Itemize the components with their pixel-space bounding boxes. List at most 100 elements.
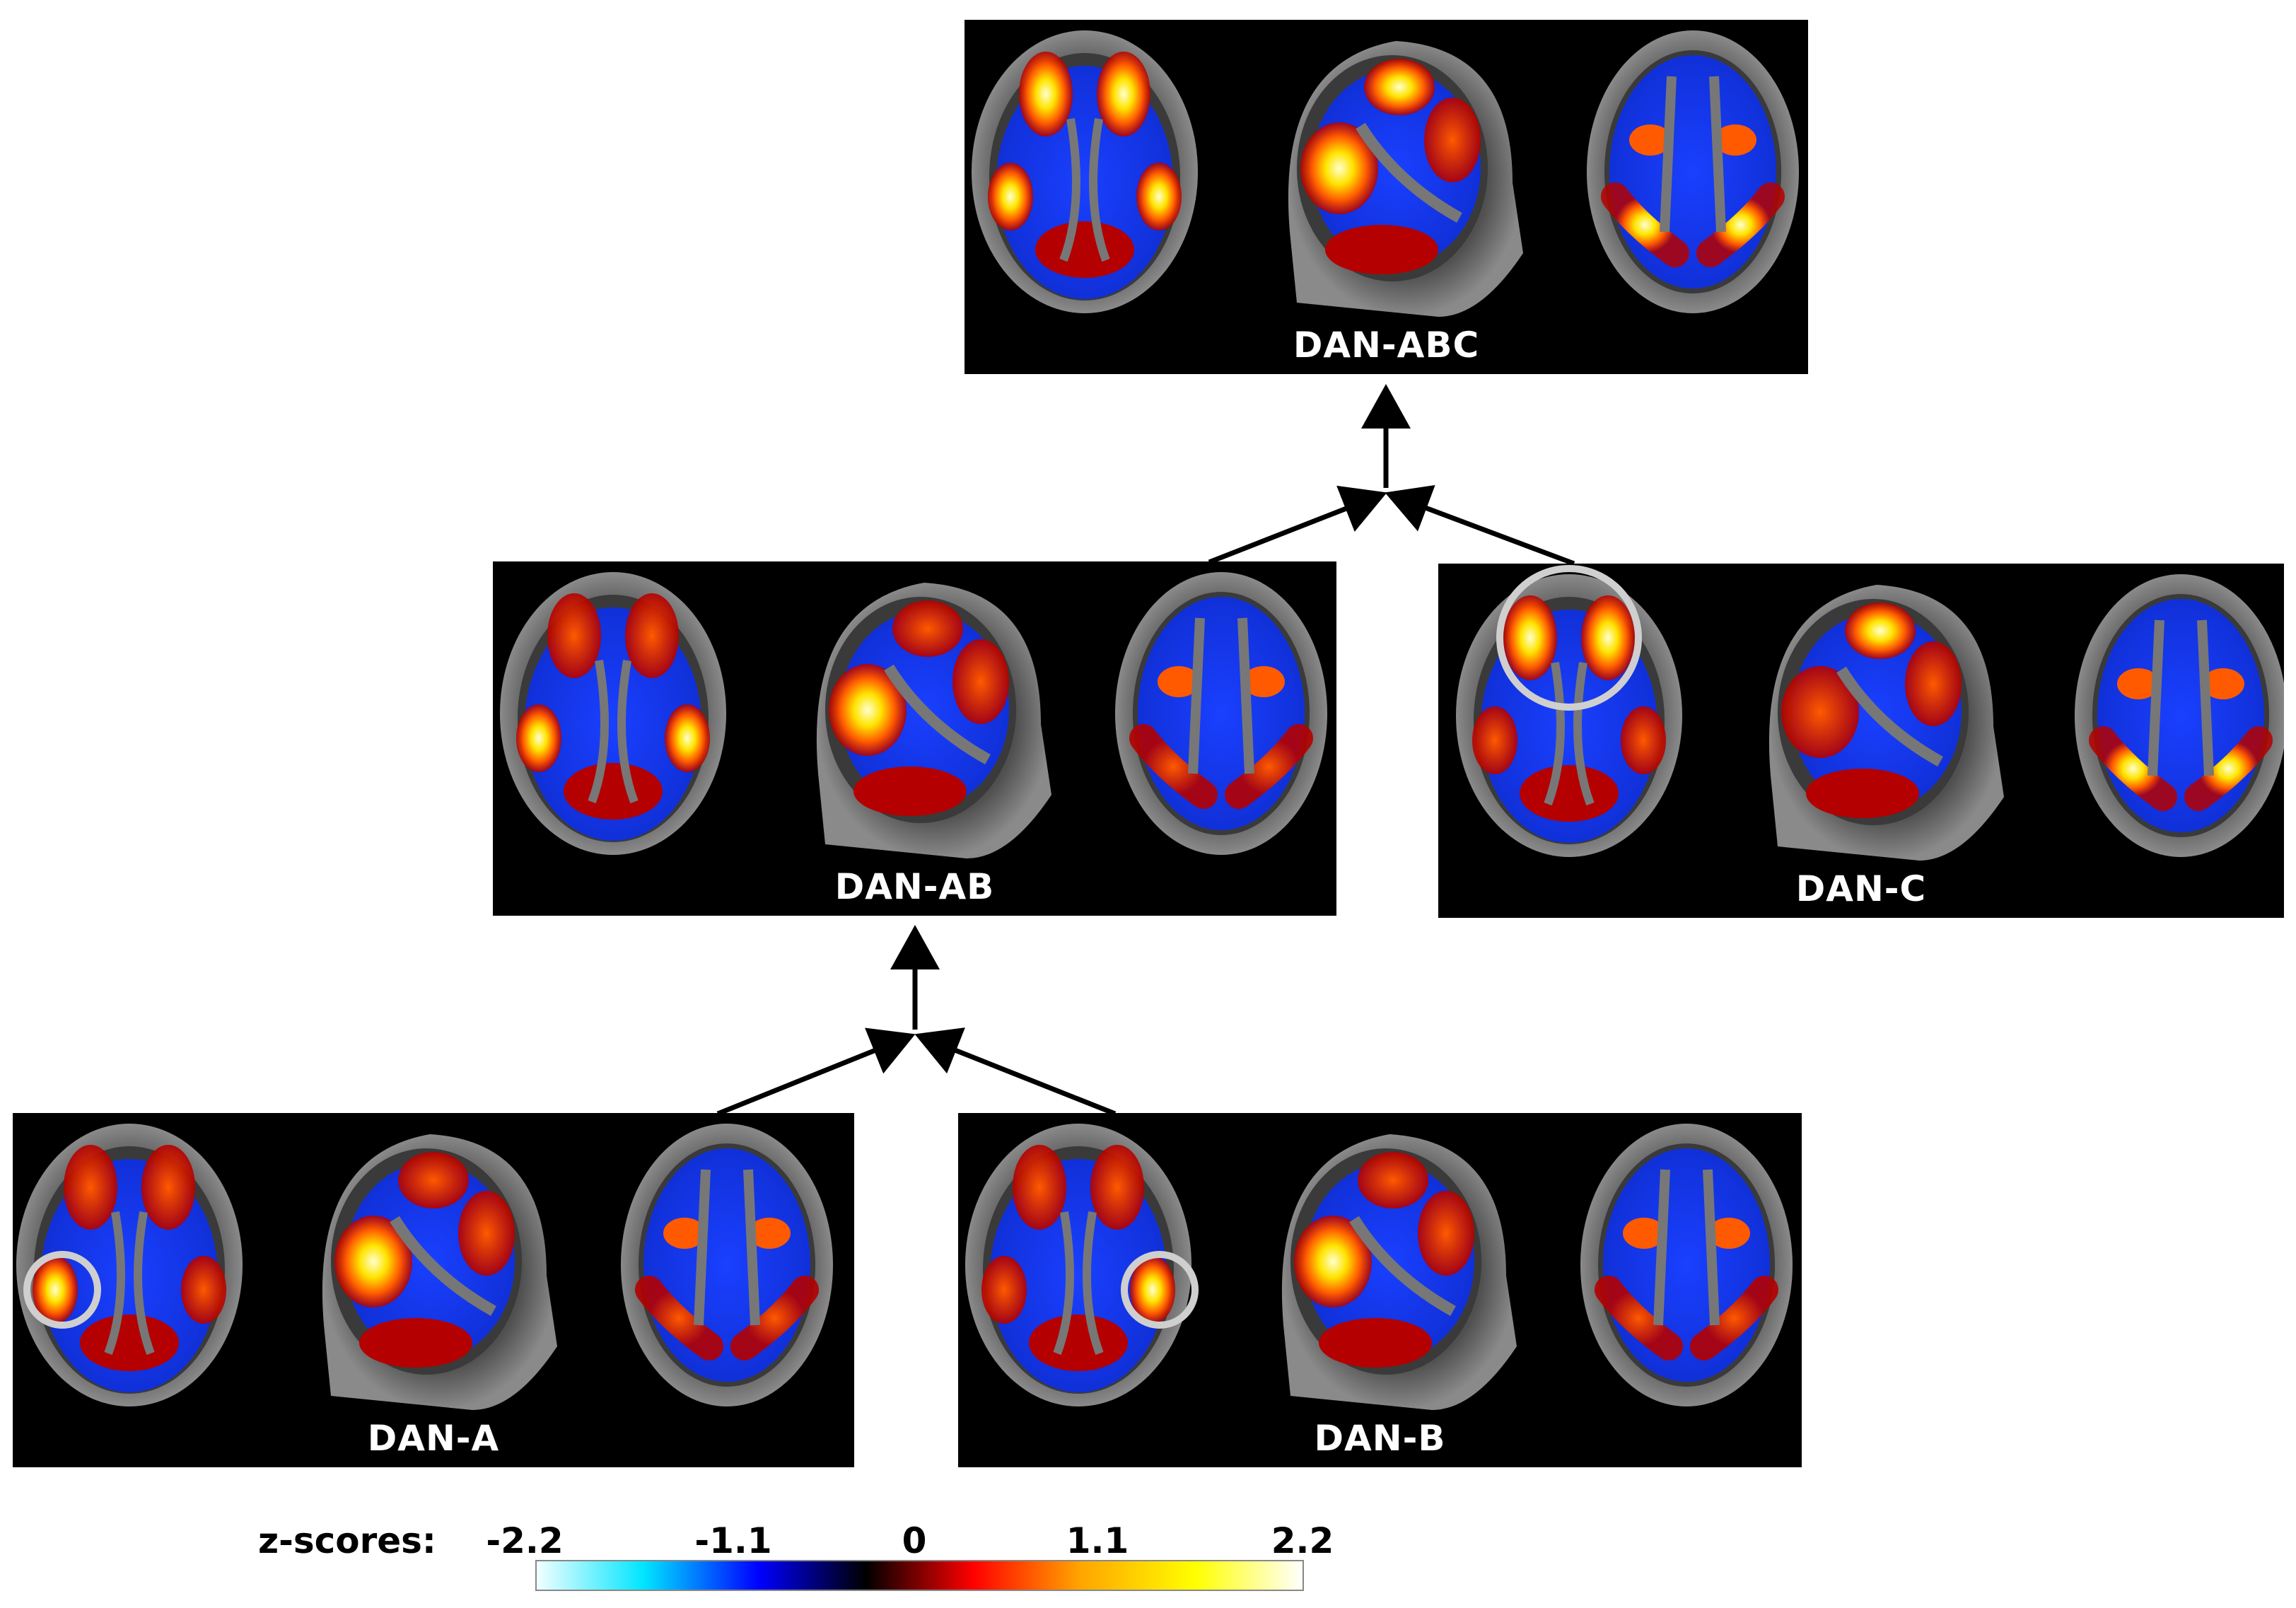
sagittal-slice xyxy=(1768,585,2004,861)
brain-slices xyxy=(500,572,1327,858)
negative-region xyxy=(1603,1148,1770,1382)
axial-slice xyxy=(1115,572,1327,855)
positive-region xyxy=(1595,1276,1683,1361)
white-matter xyxy=(694,1169,760,1326)
arrow-c-to-abc xyxy=(1385,484,1575,566)
white-matter xyxy=(1349,1216,1456,1316)
positive-region xyxy=(665,704,710,772)
positive-region xyxy=(1225,724,1313,809)
arrow-b-to-ab xyxy=(914,1027,1117,1117)
colorbar-tick: 2.2 xyxy=(1271,1520,1334,1561)
positive-region xyxy=(1130,1256,1175,1324)
white-matter xyxy=(2148,619,2214,776)
positive-region xyxy=(334,1216,412,1307)
sagittal-slice xyxy=(1288,41,1523,317)
axial-slice xyxy=(1580,1124,1793,1406)
positive-region xyxy=(2117,668,2160,699)
positive-region xyxy=(663,1218,706,1249)
positive-region xyxy=(2089,726,2177,811)
positive-region xyxy=(33,1256,78,1324)
positive-region xyxy=(1806,769,1919,818)
white-matter xyxy=(884,664,991,764)
colorbar-title: z-scores: xyxy=(258,1520,436,1561)
positive-region xyxy=(1845,602,1916,659)
positive-region xyxy=(2184,726,2273,811)
positive-region xyxy=(1424,98,1481,182)
positive-region xyxy=(1136,163,1182,231)
positive-region xyxy=(1581,595,1635,680)
white-matter xyxy=(1053,1211,1104,1356)
arrow-ab-to-abc xyxy=(1208,485,1387,565)
positive-region xyxy=(1129,724,1218,809)
axial-slice xyxy=(2075,574,2284,857)
axial-slice xyxy=(621,1124,833,1406)
colorbar-tick: 1.1 xyxy=(1066,1520,1129,1561)
white-matter xyxy=(1188,617,1254,774)
panel-label: DAN-B xyxy=(1314,1418,1446,1459)
positive-region xyxy=(1019,52,1073,136)
positive-region xyxy=(564,763,663,820)
brain-slices xyxy=(965,1124,1793,1410)
negative-region xyxy=(1609,55,1776,289)
panel-dan-a: DAN-A xyxy=(13,1113,854,1467)
white-matter xyxy=(1653,1169,1720,1326)
highlight-circle xyxy=(1496,565,1642,711)
positive-region xyxy=(730,1276,819,1361)
positive-region xyxy=(1300,122,1378,214)
white-matter xyxy=(104,1211,155,1356)
panel-label: DAN-AB xyxy=(834,866,995,907)
positive-region xyxy=(1418,1191,1474,1276)
colorbar-gradient xyxy=(535,1560,1304,1591)
panel-label: DAN-C xyxy=(1795,868,1927,909)
positive-region xyxy=(1325,225,1438,274)
positive-region xyxy=(1097,52,1150,136)
positive-region xyxy=(1621,706,1666,774)
panel-label: DAN-A xyxy=(367,1418,500,1459)
positive-region xyxy=(141,1145,195,1230)
panel-dan-b: DAN-B xyxy=(958,1113,1802,1467)
colorbar-tick: -2.2 xyxy=(486,1520,564,1561)
brain-slices xyxy=(972,30,1799,317)
coronal-slice xyxy=(1456,574,1682,857)
positive-region xyxy=(892,600,963,657)
positive-region xyxy=(988,163,1033,231)
positive-region xyxy=(1364,59,1435,115)
coronal-slice xyxy=(965,1124,1191,1406)
positive-region xyxy=(1690,1276,1778,1361)
positive-region xyxy=(748,1218,791,1249)
coronal-slice xyxy=(972,30,1198,313)
brain-slices xyxy=(16,1124,833,1410)
sagittal-slice xyxy=(816,583,1051,858)
highlight-circle xyxy=(1121,1251,1199,1329)
positive-region xyxy=(359,1318,472,1368)
panel-label: DAN-ABC xyxy=(1293,325,1480,366)
positive-region xyxy=(1708,1218,1750,1249)
positive-region xyxy=(2202,668,2244,699)
positive-region xyxy=(1781,666,1859,758)
positive-region xyxy=(1696,182,1785,267)
white-matter xyxy=(1356,122,1462,223)
colorbar-tick: -1.1 xyxy=(694,1520,772,1561)
positive-region xyxy=(1035,221,1134,278)
negative-region xyxy=(2097,599,2264,832)
positive-region xyxy=(635,1276,723,1361)
white-matter xyxy=(588,660,639,804)
colorbar-tick: 0 xyxy=(902,1520,927,1561)
panel-dan-ab: DAN-AB xyxy=(493,561,1336,916)
positive-region xyxy=(952,639,1009,724)
white-matter xyxy=(1544,662,1595,806)
highlight-circle xyxy=(23,1251,101,1329)
positive-region xyxy=(1629,124,1672,156)
positive-region xyxy=(1029,1315,1128,1371)
white-matter xyxy=(1059,118,1110,262)
positive-region xyxy=(1503,595,1557,680)
positive-region xyxy=(853,767,967,816)
panel-dan-c: DAN-C xyxy=(1438,564,2284,918)
positive-region xyxy=(1520,765,1619,822)
panel-dan-abc: DAN-ABC xyxy=(965,20,1808,374)
brain-slices xyxy=(1456,565,2284,861)
coronal-slice xyxy=(500,572,726,855)
positive-region xyxy=(1905,641,1962,726)
positive-region xyxy=(458,1191,515,1276)
